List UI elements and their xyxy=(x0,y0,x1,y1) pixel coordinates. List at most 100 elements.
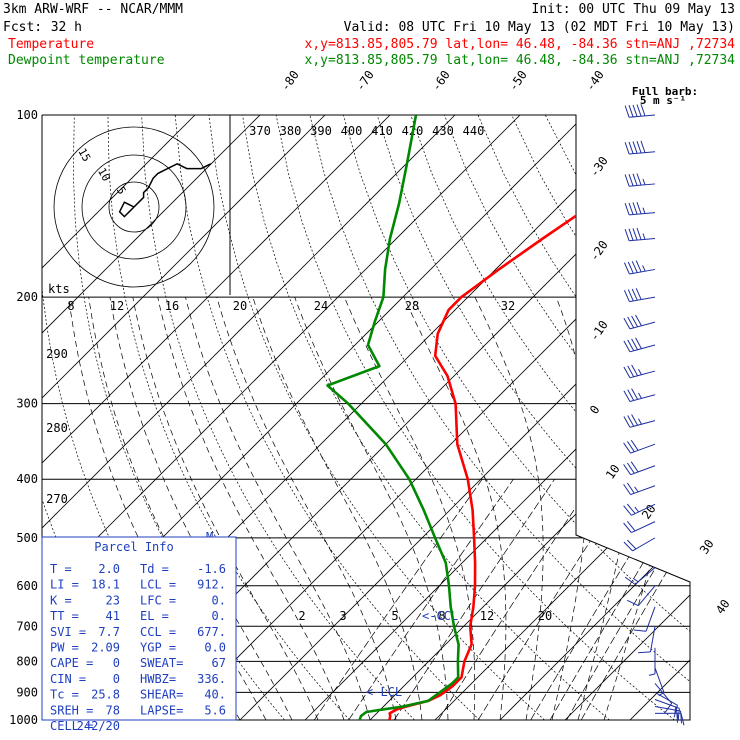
wind-barb-staff xyxy=(629,394,656,402)
wind-barb-full xyxy=(628,174,634,187)
moist-adiabat xyxy=(157,297,345,720)
parcel-row-text: 2.09 xyxy=(91,641,120,655)
theta-label: 280 xyxy=(46,421,68,435)
temp-top-label: -80 xyxy=(278,68,302,94)
parcel-row-text: CAPE = xyxy=(50,656,93,670)
wind-barb xyxy=(624,173,656,187)
wind-barb xyxy=(648,647,656,676)
hodograph-ring xyxy=(53,126,215,288)
wind-barb-staff xyxy=(629,183,656,187)
wind-barb-full xyxy=(632,202,638,215)
dewpoint-station-info: x,y=813.85,805.79 lat,lon= 46.48, -84.36… xyxy=(305,53,736,68)
wind-barb xyxy=(624,567,656,585)
parcel-row-text: PW = xyxy=(50,641,79,655)
temperature-legend: Temperature xyxy=(8,37,94,52)
wind-barb-full xyxy=(635,288,642,300)
temp-top-label: -50 xyxy=(506,68,530,94)
parcel-row-text: YGP = xyxy=(140,641,176,655)
pressure-label-400: 400 xyxy=(16,472,38,486)
hodograph-kts-label: kts xyxy=(48,282,70,296)
temp-right-label: 20 xyxy=(639,502,659,522)
parcel-row-text: 41 xyxy=(106,609,120,623)
wind-barb xyxy=(638,626,656,654)
wind-barb xyxy=(623,537,656,552)
parcel-row-text: CELL = xyxy=(50,719,93,733)
wind-barb-full xyxy=(636,202,642,214)
wind-barb-half xyxy=(632,577,639,583)
parcel-row-text: Td = xyxy=(140,562,169,576)
parcel-row-text: Tc = xyxy=(50,688,79,702)
mixing-ratio-label: 32 xyxy=(501,299,515,313)
parcel-row-text: 78 xyxy=(106,703,120,717)
mixing-ratio-line xyxy=(477,479,631,720)
moist-adiabat xyxy=(577,297,644,720)
wind-barb-staff xyxy=(654,706,681,712)
wind-barb xyxy=(624,140,656,155)
wind-barb-half xyxy=(648,673,656,676)
parcel-row-text: K = xyxy=(50,593,72,607)
wind-barb-staff xyxy=(630,485,656,496)
pressure-label-900: 900 xyxy=(16,685,38,699)
profiles xyxy=(326,115,661,720)
theta-e-label: 370 xyxy=(249,124,271,138)
parcel-row-text: CIN = xyxy=(50,672,86,686)
wind-barb-full xyxy=(636,104,642,117)
wind-barb-staff xyxy=(629,370,656,379)
moist-adiabat xyxy=(551,296,589,720)
wind-barb-full xyxy=(631,315,639,328)
dry-adiabat xyxy=(275,115,675,720)
wind-barb-full xyxy=(632,173,638,186)
pressure-label-600: 600 xyxy=(16,579,38,593)
wind-barb-full xyxy=(631,288,638,301)
wind-barb-full xyxy=(635,337,642,349)
wind-barb-full xyxy=(627,289,634,302)
wind-barb-full xyxy=(631,414,639,426)
parcel-title: Parcel Info xyxy=(94,540,173,554)
mixing-ratio-low-label: 2 xyxy=(298,609,305,623)
parcel-row-text: TT = xyxy=(50,609,79,623)
temp-right-label: 30 xyxy=(697,537,717,557)
wind-barb-full xyxy=(626,482,635,494)
hodograph-ring-label: 15 xyxy=(75,146,93,164)
parcel-row-text: 0. xyxy=(212,593,226,607)
wind-barb-full xyxy=(626,441,635,452)
parcel-row-text: 5.6 xyxy=(204,703,226,717)
parcel-row-text: 677. xyxy=(197,625,226,639)
wind-barb-full xyxy=(640,140,646,153)
annotation: <-CCL xyxy=(422,609,458,623)
wind-barb-full xyxy=(623,366,631,379)
wind-barb-full xyxy=(626,462,635,474)
dewpoint-legend: Dewpoint temperature xyxy=(8,53,165,68)
hodograph-trace xyxy=(118,162,212,218)
parcel-row-text: SREH = xyxy=(50,703,93,717)
parcel-row-text: 912. xyxy=(197,578,226,592)
wind-barb xyxy=(623,439,656,454)
pressure-label-1000: 1000 xyxy=(9,713,38,727)
parcel-row-text: 0.0 xyxy=(204,641,226,655)
theta-e-label: 380 xyxy=(280,124,302,138)
wind-barb-full xyxy=(631,388,639,400)
isotherm xyxy=(695,115,740,720)
temp-right-label: -30 xyxy=(587,154,611,180)
temperature-station-info: x,y=813.85,805.79 lat,lon= 46.48, -84.36… xyxy=(305,37,736,52)
wind-barb-full xyxy=(628,141,634,154)
mixing-ratio-low-label: 12 xyxy=(480,609,494,623)
parcel-row-text: 0. xyxy=(212,609,226,623)
theta-e-label: 440 xyxy=(463,124,485,138)
wind-barb-staff xyxy=(629,344,656,353)
temp-right-label: -10 xyxy=(587,318,611,344)
dry-adiabat xyxy=(477,115,690,720)
isotherm xyxy=(42,115,456,720)
dry-adiabat xyxy=(376,115,690,720)
moist-adiabat xyxy=(216,297,397,720)
wind-barb-full xyxy=(626,539,637,550)
wind-barb xyxy=(623,288,656,303)
parcel-row-text: 0 xyxy=(113,672,120,686)
wind-barb-full xyxy=(632,228,638,241)
wind-barb-full xyxy=(626,599,639,607)
dry-adiabat xyxy=(174,115,480,720)
parcel-row-text: LI = xyxy=(50,578,79,592)
theta-label: 290 xyxy=(46,347,68,361)
wind-barb-full xyxy=(623,442,632,454)
